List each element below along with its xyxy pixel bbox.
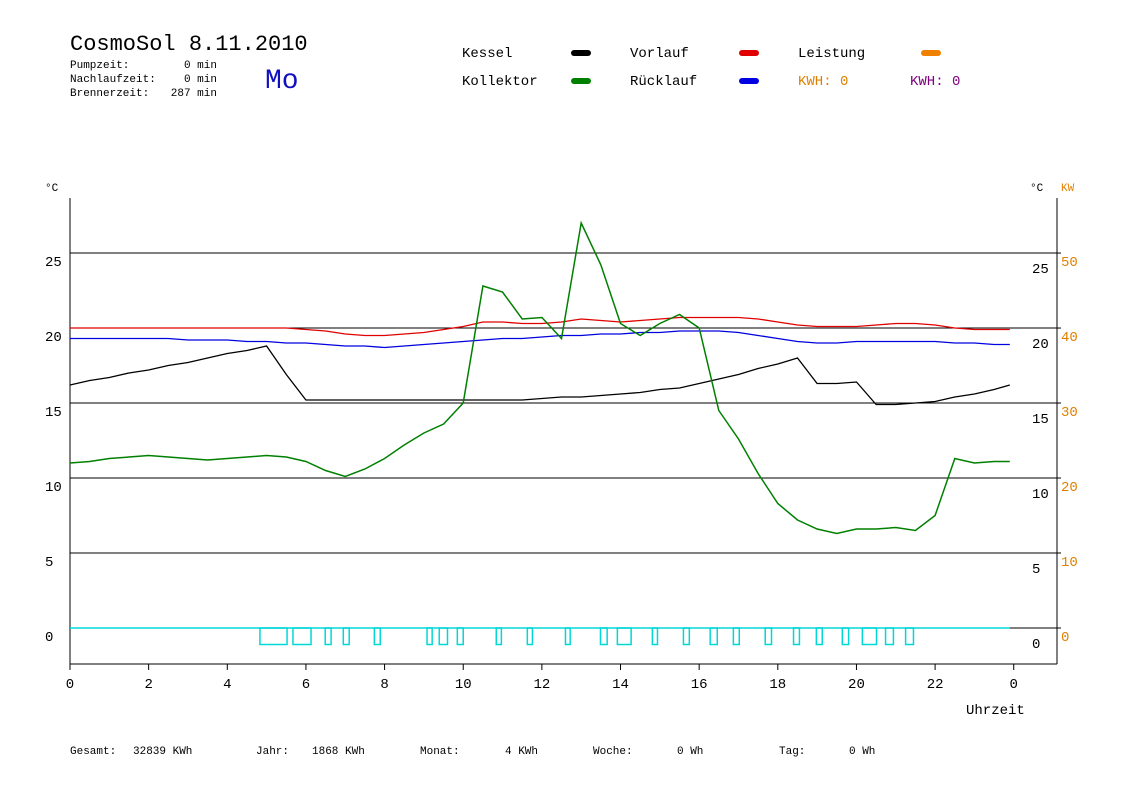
pump-interval <box>904 627 915 646</box>
info-value: 0 min <box>184 74 217 86</box>
x-tick-label: 22 <box>927 677 944 693</box>
pump-interval <box>616 627 632 646</box>
footer-label: Tag: <box>779 746 805 758</box>
x-axis-label: Uhrzeit <box>966 703 1025 719</box>
legend-label: Leistung <box>798 46 865 62</box>
y-tick-label: 0 <box>45 630 53 646</box>
y-tick-label: 15 <box>45 405 62 421</box>
pump-interval <box>373 627 382 646</box>
legend-label: Kollektor <box>462 74 538 90</box>
x-tick-label: 14 <box>612 677 629 693</box>
y2-tick-label: 30 <box>1061 405 1078 421</box>
y2-tick-label: 10 <box>1061 555 1078 571</box>
y2-tick-label: 20 <box>1061 480 1078 496</box>
kwh-label: KWH: 0 <box>798 74 848 90</box>
pump-interval <box>438 627 449 646</box>
series-line <box>70 330 1010 349</box>
x-tick-label: 16 <box>691 677 708 693</box>
pump-interval <box>526 627 534 646</box>
pump-interval <box>815 627 823 646</box>
y-tick-label: 10 <box>45 480 62 496</box>
series-line <box>70 316 1010 337</box>
footer-value: 32839 KWh <box>133 746 192 758</box>
pump-interval <box>682 627 691 646</box>
legend-label: Kessel <box>462 46 512 62</box>
y-unit: °C <box>45 183 59 195</box>
footer-value: 4 KWh <box>505 746 538 758</box>
pump-interval <box>324 627 332 646</box>
y-tick-label-right: 15 <box>1032 412 1049 428</box>
footer-value: 0 Wh <box>677 746 703 758</box>
y2-tick-label: 0 <box>1061 630 1069 646</box>
pump-interval <box>259 627 288 646</box>
pump-interval <box>884 627 895 646</box>
info-label: Pumpzeit: <box>70 60 129 72</box>
pump-interval <box>456 627 464 646</box>
y-tick-label: 25 <box>45 255 62 271</box>
footer-value: 0 Wh <box>849 746 875 758</box>
y2-tick-label: 50 <box>1061 255 1078 271</box>
x-tick-label: 6 <box>302 677 310 693</box>
pump-interval <box>564 627 571 646</box>
pump-interval <box>792 627 801 646</box>
footer-label: Jahr: <box>256 746 289 758</box>
footer-label: Woche: <box>593 746 633 758</box>
series-line <box>69 220 1010 535</box>
y2-tick-label: 40 <box>1061 330 1078 346</box>
pump-interval <box>495 627 503 646</box>
info-value: 0 min <box>184 60 217 72</box>
pump-interval <box>732 627 741 646</box>
pump-interval <box>599 627 608 646</box>
footer-value: 1868 KWh <box>312 746 365 758</box>
x-tick-label: 8 <box>380 677 388 693</box>
kwh-label: KWH: 0 <box>910 74 960 90</box>
x-tick-label: 18 <box>769 677 786 693</box>
legend-label: Vorlauf <box>630 46 689 62</box>
weekday: Mo <box>265 66 299 97</box>
y-unit-right: °C <box>1030 183 1044 195</box>
y-tick-label-right: 10 <box>1032 487 1049 503</box>
legend-label: Rücklauf <box>630 74 697 90</box>
x-tick-label: 12 <box>533 677 550 693</box>
x-tick-label: 20 <box>848 677 865 693</box>
pump-interval <box>342 627 350 646</box>
pump-interval <box>764 627 773 646</box>
y-tick-label-right: 20 <box>1032 337 1049 353</box>
pump-interval <box>709 627 719 646</box>
pump-interval <box>861 627 878 646</box>
y-tick-label: 5 <box>45 555 53 571</box>
x-tick-label: 10 <box>455 677 472 693</box>
y-tick-label-right: 0 <box>1032 637 1040 653</box>
pump-interval <box>841 627 850 646</box>
info-label: Nachlaufzeit: <box>70 74 156 86</box>
y-tick-label-right: 25 <box>1032 262 1049 278</box>
y2-unit: KW <box>1061 183 1075 195</box>
footer-label: Monat: <box>420 746 460 758</box>
x-tick-label: 4 <box>223 677 231 693</box>
y-tick-label: 20 <box>45 330 62 346</box>
pump-interval <box>426 627 433 646</box>
footer-label: Gesamt: <box>70 746 116 758</box>
info-value: 287 min <box>171 88 217 100</box>
x-tick-label: 2 <box>144 677 152 693</box>
pump-interval <box>651 627 659 646</box>
chart-title: CosmoSol 8.11.2010 <box>70 32 308 57</box>
x-tick-label: 0 <box>1010 677 1018 693</box>
info-label: Brennerzeit: <box>70 88 149 100</box>
y-tick-label-right: 5 <box>1032 562 1040 578</box>
pump-interval <box>292 627 312 646</box>
x-tick-label: 0 <box>66 677 74 693</box>
series-line <box>69 345 1010 406</box>
